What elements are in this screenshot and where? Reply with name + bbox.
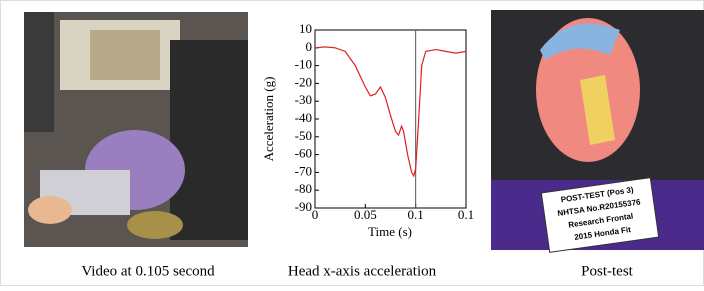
y-tick-label: -50 [295,128,312,143]
y-tick-label: 10 [299,21,312,36]
y-tick-label: -40 [295,110,312,125]
chart: Time (s) Acceleration (g) 10 0 -10 -20 -30 -4… [261,21,474,239]
y-tick-label: -20 [295,74,312,89]
y-axis-label: Acceleration (g) [261,77,276,162]
y-tick-label: -10 [295,57,312,72]
figure: POST-TEST (Pos 3) NHTSA No.R20155376 Res… [0,0,704,286]
y-tick-label: 0 [306,39,313,54]
y-tick-label: -30 [295,92,312,107]
data-line [315,47,466,176]
x-axis-label: Time (s) [368,224,412,239]
caption: Video at 0.105 second [81,263,215,279]
photo-post-test: POST-TEST (Pos 3) NHTSA No.R20155376 Res… [491,10,704,252]
plot-area [315,30,466,208]
caption: Post-test [581,263,634,279]
x-tick-label: 0 [312,207,319,222]
y-tick-label: -60 [295,146,312,161]
x-tick-label: 0.1 [458,207,474,222]
y-tick-label: -80 [295,181,312,196]
caption: Head x-axis acceleration [288,263,437,279]
page: POST-TEST (Pos 3) NHTSA No.R20155376 Res… [0,0,704,286]
y-tick-label: -70 [295,163,312,178]
y-tick-label: -90 [295,199,312,214]
photo-video-frame [24,12,248,247]
x-tick-label: 0.05 [354,207,377,222]
x-tick-label: 0.1 [408,207,424,222]
